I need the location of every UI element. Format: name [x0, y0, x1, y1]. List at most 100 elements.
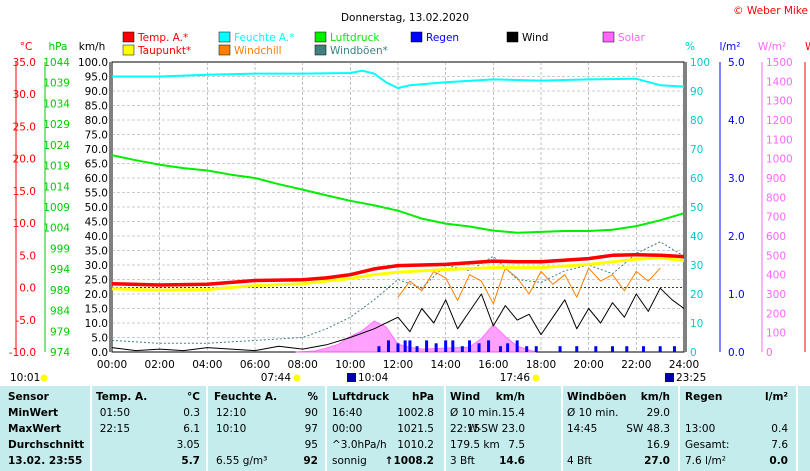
table-cell: 1002.8 [397, 407, 434, 419]
rain-tick: 2.0 [728, 231, 745, 243]
table-cell: 3.05 [176, 439, 200, 451]
moonrise-label: 23:25 [676, 372, 706, 384]
rain-bar [408, 340, 412, 352]
table-cell: Ø 10 min. [450, 407, 502, 419]
table-header: Temp. A. [96, 391, 148, 403]
kmh-tick: 15.0 [85, 304, 108, 316]
temp-tick: 30.0 [13, 89, 36, 101]
legend-label: Windböen* [330, 45, 388, 57]
table-cell: 22:15 [450, 423, 481, 435]
table-cell: 95 [304, 439, 318, 451]
moonset-label: 10:04 [358, 372, 389, 384]
temp-tick: 5.0 [19, 250, 36, 262]
hpa-tick: 979 [50, 326, 70, 338]
kmh-tick: 100.0 [78, 57, 108, 69]
time-tick: 06:00 [240, 359, 270, 371]
table-cell: 7.5 [508, 439, 525, 451]
moon-icon [347, 373, 356, 382]
table-cell: 00:00 [332, 423, 363, 435]
table-cell: 6.1 [183, 423, 200, 435]
solar-tick: 0 [766, 347, 773, 359]
rain-unit-label: l/m² [720, 41, 741, 53]
kmh-tick: 0.0 [91, 347, 108, 359]
solar-unit-label: W/m² [758, 41, 786, 53]
series-taupunkt [111, 256, 685, 292]
rain-bar [477, 343, 481, 352]
table-separator [444, 386, 446, 471]
legend-label: Taupunkt* [137, 45, 191, 57]
table-cell: SW 48.3 [626, 423, 670, 435]
rain-tick: 1.0 [728, 289, 745, 301]
table-cell: 01:50 [99, 407, 130, 419]
kmh-tick: 90.0 [85, 86, 108, 98]
table-cell: 0.0 [769, 455, 788, 467]
table-cell: 7.6 l/m² [685, 455, 726, 467]
kmh-tick: 50.0 [85, 202, 108, 214]
rain-bar [468, 340, 471, 352]
table-header: km/h [495, 391, 525, 403]
table-cell: 5.7 [181, 455, 200, 467]
hpa-tick: 999 [50, 243, 70, 255]
time-tick: 02:00 [145, 359, 175, 371]
table-cell: 1021.5 [397, 423, 434, 435]
pct-tick: 90 [690, 86, 703, 98]
rain-bar [672, 346, 676, 352]
legend-label: Temp. A.* [137, 32, 188, 44]
rain-bar [525, 346, 529, 352]
table-header: % [307, 391, 318, 403]
table-cell: 22:15 [99, 423, 130, 435]
table-cell: 29.0 [646, 407, 670, 419]
rain-bar [403, 340, 407, 352]
temp-tick: 35.0 [13, 57, 36, 69]
solar-tick: 500 [766, 250, 786, 262]
table-cell: 0.4 [771, 423, 788, 435]
rain-bar [377, 346, 381, 352]
solar-tick: 600 [766, 231, 786, 243]
sunset-icon [532, 374, 540, 382]
table-header: Sensor [8, 391, 49, 403]
legend-label: Solar [618, 32, 645, 44]
temp-tick: 15.0 [13, 186, 36, 198]
legend-swatch [122, 31, 135, 43]
rain-bar [506, 343, 510, 352]
time-tick: 12:00 [383, 359, 413, 371]
temp-tick: 20.0 [13, 154, 36, 166]
legend-swatch [506, 31, 519, 43]
solar-tick: 400 [766, 270, 786, 282]
table-row-label: Durchschnitt [8, 439, 85, 451]
rain-bar [611, 346, 614, 352]
sunset-label: 17:46 [500, 372, 531, 384]
kmh-tick: 65.0 [85, 159, 108, 171]
sun-icon [40, 374, 48, 382]
solar-tick: 1400 [766, 76, 793, 88]
rain-bar [487, 340, 491, 352]
pct-tick: 80 [690, 115, 703, 127]
pct-tick: 70 [690, 144, 703, 156]
temp-tick: 25.0 [13, 121, 36, 133]
hpa-tick: 1034 [43, 98, 70, 110]
pct-tick: 40 [690, 231, 703, 243]
hpa-tick: 1024 [43, 140, 70, 152]
hpa-tick: 989 [50, 285, 70, 297]
legend-swatch [314, 44, 327, 56]
table-separator [206, 386, 208, 471]
solar-tick: 300 [766, 289, 786, 301]
rain-tick: 4.0 [728, 115, 745, 127]
rain-bar [534, 346, 538, 352]
kmh-tick: 55.0 [85, 188, 108, 200]
time-tick: 20:00 [574, 359, 604, 371]
table-separator [678, 386, 680, 471]
legend-label: Luftdruck [330, 32, 380, 44]
hpa-tick: 984 [50, 306, 70, 318]
kmh-tick: 80.0 [85, 115, 108, 127]
pct-tick: 10 [690, 318, 703, 330]
rain-bar [451, 340, 455, 352]
table-cell: W-SW 23.0 [467, 423, 525, 435]
rain-bar [658, 346, 662, 352]
hpa-unit-label: hPa [49, 41, 68, 53]
series-feuchtea [112, 69, 685, 90]
solar-tick: 100 [766, 328, 786, 340]
solar-tick: 200 [766, 308, 786, 320]
temp-tick: -10.0 [9, 347, 36, 359]
rain-bar [641, 346, 645, 352]
